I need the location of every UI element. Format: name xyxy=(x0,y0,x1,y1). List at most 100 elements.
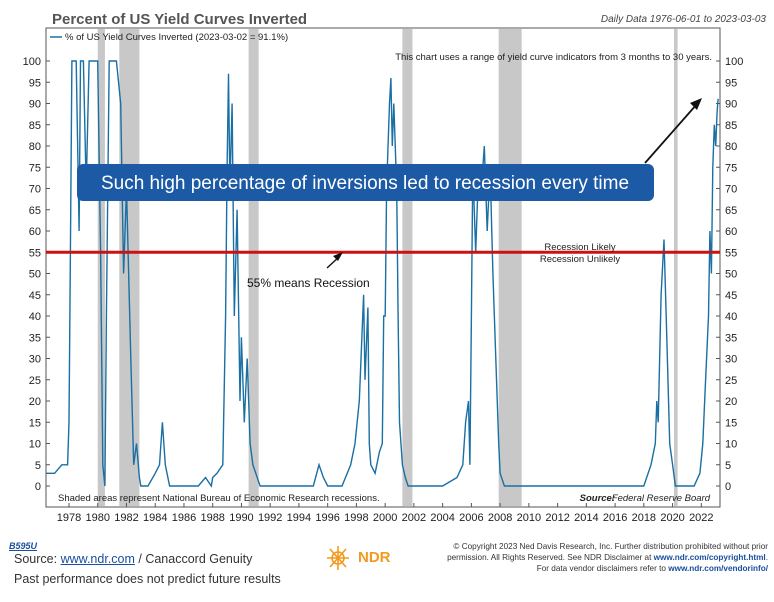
callout-text: Such high percentage of inversions led t… xyxy=(101,173,629,194)
y-tick-label-left: 75 xyxy=(29,162,41,174)
recession-band-4 xyxy=(498,29,522,506)
x-ticks: 1978 1980 1982 1984 1986 1988 1990 1992 1994 1996… xyxy=(57,503,714,524)
y-tick-label-right: 90 xyxy=(725,99,737,111)
copyright-line-3a: For data vendor disclaimers refer to xyxy=(536,564,669,573)
recession-band-5 xyxy=(674,29,678,506)
x-tick-label: 2016 xyxy=(603,512,627,524)
callout-box xyxy=(77,164,654,201)
y-tick-label-left: 70 xyxy=(29,184,41,196)
recession-band-2 xyxy=(248,29,259,506)
y-tick-label-left: 40 xyxy=(29,311,41,323)
disclaimer: Past performance does not predict future… xyxy=(14,572,281,586)
y-tick-label-left: 45 xyxy=(29,290,41,302)
copyright-line-2a: permission. All Rights Reserved. See NDR… xyxy=(447,553,654,562)
y-tick-label-right: 85 xyxy=(725,120,737,132)
y-tick-label-left: 5 xyxy=(35,460,41,472)
chart-code: B595U xyxy=(9,541,38,551)
x-tick-label: 2018 xyxy=(632,512,656,524)
y-tick-label-left: 50 xyxy=(29,269,41,281)
note-bottom: Shaded areas represent National Bureau o… xyxy=(58,493,380,504)
threshold-arrowhead xyxy=(333,252,343,261)
y-tick-label-left: 30 xyxy=(29,354,41,366)
y-tick-label-left: 15 xyxy=(29,417,41,429)
ndr-logo: NDR xyxy=(322,543,402,573)
x-tick-label: 1990 xyxy=(229,512,253,524)
x-tick-label: 2012 xyxy=(545,512,569,524)
y-tick-label-left: 85 xyxy=(29,120,41,132)
y-tick-label-left: 10 xyxy=(29,439,41,451)
y-tick-label-right: 70 xyxy=(725,184,737,196)
y-tick-label-right: 20 xyxy=(725,396,737,408)
source-prefix: Source: xyxy=(14,552,61,566)
threshold-note: 55% means Recession xyxy=(247,276,370,290)
y-tick-label-right: 55 xyxy=(725,247,737,259)
copyright-line-1: © Copyright 2023 Ned Davis Research, Inc… xyxy=(453,542,768,551)
x-tick-label: 1992 xyxy=(258,512,282,524)
y-tick-label-right: 25 xyxy=(725,375,737,387)
source-line: Source: www.ndr.com / Canaccord Genuity xyxy=(14,552,252,566)
chart-title: Percent of US Yield Curves Inverted xyxy=(52,11,307,28)
recession-band-1 xyxy=(119,29,140,506)
y-tick-label-right: 100 xyxy=(725,56,743,68)
x-tick-label: 1978 xyxy=(57,512,81,524)
threshold-label-above: Recession Likely xyxy=(544,242,616,253)
x-tick-label: 1988 xyxy=(200,512,224,524)
y-tick-label-right: 65 xyxy=(725,205,737,217)
x-tick-label: 2020 xyxy=(660,512,684,524)
y-tick-label-right: 60 xyxy=(725,226,737,238)
x-tick-label: 1986 xyxy=(172,512,196,524)
x-tick-label: 2008 xyxy=(488,512,512,524)
copyright-notice: © Copyright 2023 Ned Davis Research, Inc… xyxy=(418,541,768,574)
x-tick-label: 1994 xyxy=(287,512,311,524)
x-tick-label: 2006 xyxy=(459,512,483,524)
y-tick-label-left: 25 xyxy=(29,375,41,387)
y-tick-label-right: 50 xyxy=(725,269,737,281)
y-tick-label-right: 95 xyxy=(725,77,737,89)
plot-frame xyxy=(45,27,721,508)
vendorinfo-link[interactable]: www.ndr.com/vendorinfo/ xyxy=(668,564,768,573)
x-tick-label: 1980 xyxy=(85,512,109,524)
copyright-link[interactable]: www.ndr.com/copyright.html xyxy=(653,553,766,562)
y-tick-label-left: 100 xyxy=(23,56,41,68)
y-ticks-right: 0 5 10 15 20 25 30 35 40 45 50 55 60 65 70 75 80 85 90 95 10… xyxy=(716,56,743,493)
x-tick-label: 2022 xyxy=(689,512,713,524)
logo-text: NDR xyxy=(358,549,391,566)
y-tick-label-left: 35 xyxy=(29,332,41,344)
y-tick-label-right: 35 xyxy=(725,332,737,344)
copyright-line-3: For data vendor disclaimers refer to www… xyxy=(418,563,768,574)
y-tick-label-left: 60 xyxy=(29,226,41,238)
y-tick-label-left: 55 xyxy=(29,247,41,259)
chart: Percent of US Yield Curves Inverted Dail… xyxy=(23,11,767,524)
source-suffix: / Canaccord Genuity xyxy=(134,552,253,566)
legend-label: % of US Yield Curves Inverted (2023-03-0… xyxy=(65,32,288,43)
x-tick-label: 1982 xyxy=(114,512,138,524)
chart-subtitle: Daily Data 1976-06-01 to 2023-03-03 xyxy=(601,14,767,25)
y-tick-label-right: 80 xyxy=(725,141,737,153)
copyright-line-2b: . xyxy=(765,553,768,562)
x-tick-label: 2004 xyxy=(430,512,454,524)
callout-arrow xyxy=(644,103,698,164)
y-tick-label-right: 15 xyxy=(725,417,737,429)
x-tick-label: 1996 xyxy=(315,512,339,524)
x-tick-label: 1984 xyxy=(143,512,167,524)
source-value: Federal Reserve Board xyxy=(612,493,711,504)
callout-arrowhead xyxy=(690,98,702,110)
y-tick-label-right: 30 xyxy=(725,354,737,366)
recession-band-3 xyxy=(402,29,413,506)
y-tick-label-left: 80 xyxy=(29,141,41,153)
y-tick-label-left: 0 xyxy=(35,481,41,493)
source-link[interactable]: www.ndr.com xyxy=(60,552,135,566)
x-tick-label: 2000 xyxy=(373,512,397,524)
y-ticks-left: 0 5 10 15 20 25 30 35 40 45 50 55 60 65 70 75 80 85 90 95 10… xyxy=(23,56,50,493)
y-tick-label-left: 65 xyxy=(29,205,41,217)
y-tick-label-left: 95 xyxy=(29,77,41,89)
y-tick-label-right: 40 xyxy=(725,311,737,323)
y-tick-label-right: 0 xyxy=(725,481,731,493)
recession-bands xyxy=(97,29,678,506)
x-tick-label: 2014 xyxy=(574,512,598,524)
source-label: Source: xyxy=(580,493,615,504)
x-tick-label: 1998 xyxy=(344,512,368,524)
y-tick-label-left: 90 xyxy=(29,99,41,111)
y-tick-label-right: 75 xyxy=(725,162,737,174)
threshold-label-below: Recession Unlikely xyxy=(540,254,621,265)
